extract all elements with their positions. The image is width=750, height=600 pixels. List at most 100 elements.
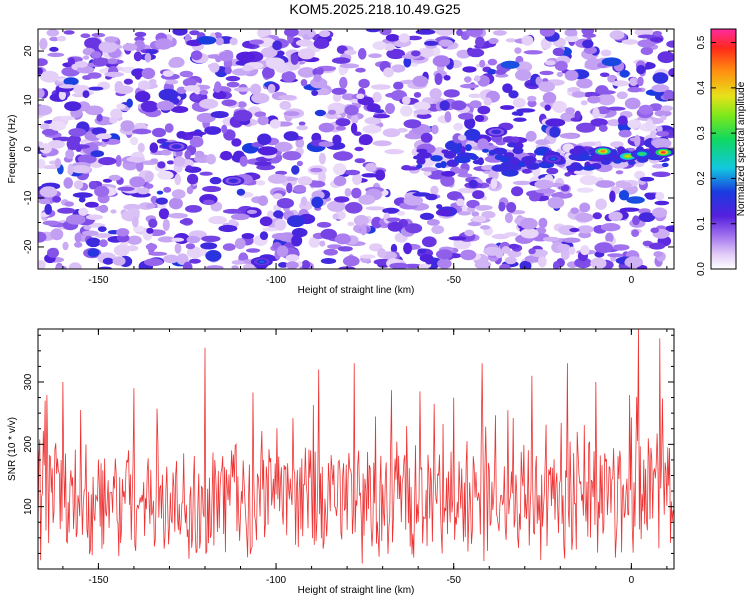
heatmap-cell bbox=[80, 33, 91, 38]
heatmap-cell bbox=[480, 225, 491, 230]
heatmap-cell bbox=[171, 237, 185, 242]
heatmap-cell bbox=[396, 128, 408, 133]
heatmap-cell bbox=[166, 160, 175, 165]
heatmap-cell bbox=[615, 181, 632, 189]
heatmap-cell bbox=[411, 50, 421, 57]
heatmap-cell bbox=[154, 38, 173, 50]
heatmap-cell bbox=[406, 35, 422, 41]
heatmap-cell bbox=[116, 103, 126, 110]
heatmap-hotspot bbox=[660, 151, 666, 154]
y-tick-label: 10 bbox=[23, 94, 34, 106]
heatmap-cell bbox=[396, 211, 406, 216]
heatmap-cell bbox=[134, 36, 145, 42]
heatmap-cell bbox=[138, 80, 151, 90]
heatmap-cell bbox=[300, 79, 308, 87]
heatmap-cell bbox=[112, 256, 126, 266]
heatmap-cell bbox=[186, 235, 201, 244]
heatmap-cell bbox=[74, 241, 83, 248]
heatmap-cell bbox=[564, 70, 579, 81]
heatmap-cell bbox=[668, 68, 674, 78]
heatmap-cell bbox=[560, 184, 570, 192]
colorbar-tick-label: 0.5 bbox=[696, 35, 707, 49]
heatmap-cell bbox=[236, 188, 246, 196]
heatmap-cell bbox=[274, 141, 293, 152]
heatmap-cell bbox=[145, 243, 158, 251]
heatmap-cell bbox=[98, 157, 117, 166]
heatmap-cell bbox=[618, 190, 630, 201]
heatmap-cell bbox=[420, 167, 438, 172]
heatmap-cell bbox=[510, 186, 524, 197]
heatmap-cell bbox=[638, 212, 656, 223]
heatmap-cell bbox=[477, 105, 491, 115]
heatmap-cell bbox=[170, 106, 189, 113]
heatmap-cell bbox=[527, 100, 537, 108]
heatmap-cell bbox=[50, 228, 64, 241]
heatmap-cell bbox=[596, 90, 616, 95]
heatmap-cell bbox=[657, 51, 674, 64]
heatmap-cell bbox=[296, 160, 303, 167]
heatmap-cell bbox=[91, 127, 107, 136]
heatmap-cell bbox=[246, 248, 261, 253]
heatmap-cell bbox=[654, 200, 670, 206]
heatmap-cell bbox=[565, 35, 579, 43]
heatmap-cell bbox=[559, 132, 580, 139]
heatmap-cell bbox=[571, 91, 586, 98]
heatmap-cell bbox=[182, 78, 197, 87]
heatmap-cell bbox=[185, 243, 196, 250]
heatmap-cell bbox=[38, 105, 53, 116]
heatmap-cell bbox=[254, 111, 267, 118]
heatmap-cell bbox=[598, 124, 608, 132]
heatmap-cell bbox=[67, 163, 74, 176]
heatmap-hotspot bbox=[550, 157, 556, 160]
heatmap-cell bbox=[487, 69, 497, 75]
snr-y-label: SNR (10 * v/v) bbox=[7, 417, 18, 481]
heatmap-cell bbox=[567, 87, 581, 93]
heatmap-cell bbox=[307, 31, 315, 38]
heatmap-cell bbox=[199, 171, 213, 176]
heatmap-cell bbox=[500, 60, 520, 69]
heatmap-cell bbox=[592, 107, 600, 120]
heatmap-cell bbox=[344, 49, 357, 55]
heatmap-cell bbox=[607, 253, 624, 258]
heatmap-cell bbox=[335, 118, 351, 127]
heatmap-cell bbox=[425, 257, 433, 265]
y-tick-label: 300 bbox=[23, 373, 34, 390]
heatmap-cell bbox=[104, 71, 124, 77]
heatmap-cell bbox=[134, 31, 147, 37]
heatmap-cell bbox=[371, 216, 383, 229]
heatmap-cell bbox=[164, 123, 174, 133]
colorbar-tick-label: 0.4 bbox=[696, 80, 707, 94]
heatmap-cell bbox=[102, 257, 114, 265]
heatmap-cell bbox=[217, 71, 226, 78]
heatmap-cell bbox=[189, 258, 201, 264]
heatmap-cell bbox=[627, 87, 642, 93]
heatmap-cell bbox=[511, 111, 522, 116]
heatmap-cell bbox=[351, 187, 362, 199]
heatmap-cell bbox=[637, 76, 644, 87]
heatmap-cell bbox=[618, 129, 632, 138]
heatmap-cell bbox=[85, 201, 99, 208]
heatmap-cell bbox=[179, 70, 194, 78]
heatmap-cell bbox=[430, 185, 439, 195]
heatmap-cell bbox=[58, 90, 66, 100]
heatmap-cell bbox=[488, 37, 499, 45]
heatmap-cell bbox=[146, 203, 156, 209]
heatmap-cell bbox=[521, 35, 534, 46]
snr-x-axis: -150 -100 -50 0 bbox=[62, 329, 668, 586]
heatmap-hotspot bbox=[259, 260, 265, 263]
heatmap-cell bbox=[176, 131, 187, 139]
heatmap-cell bbox=[525, 130, 537, 142]
heatmap-cell bbox=[504, 232, 519, 237]
heatmap-cell bbox=[333, 163, 347, 176]
heatmap-cell bbox=[224, 66, 232, 75]
colorbar-gradient bbox=[710, 28, 737, 270]
heatmap-cell bbox=[318, 152, 326, 165]
heatmap-cell bbox=[464, 117, 476, 130]
heatmap-cell bbox=[179, 219, 193, 225]
heatmap-cell bbox=[352, 173, 362, 186]
heatmap-cell bbox=[430, 155, 443, 162]
heatmap-cell bbox=[469, 100, 482, 109]
y-tick-label: -10 bbox=[23, 190, 34, 205]
heatmap-cell bbox=[576, 78, 593, 89]
heatmap-cell bbox=[521, 168, 533, 174]
